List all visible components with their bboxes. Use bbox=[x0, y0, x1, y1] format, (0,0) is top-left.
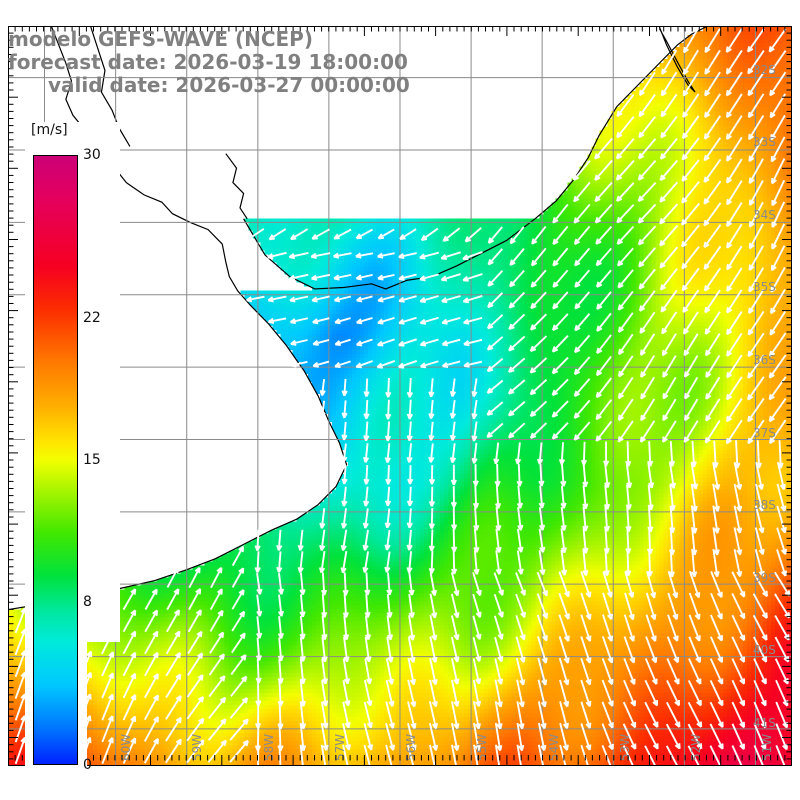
lon-label: 55W bbox=[475, 733, 490, 761]
colorbar-tick: 0 bbox=[83, 757, 92, 773]
lat-label: 39S bbox=[753, 570, 776, 585]
wind-speed-raster bbox=[9, 27, 791, 765]
lon-label: 56W bbox=[404, 733, 418, 761]
title-model-line: modelo GEFS-WAVE (NCEP) bbox=[8, 27, 313, 51]
map-plot-frame: 61W60W59W58W57W56W55W54W53W52W51W32S33S3… bbox=[8, 26, 792, 766]
page-title: modelo GEFS-WAVE (NCEP) forecast date: 2… bbox=[0, 28, 520, 97]
lon-label: 54W bbox=[546, 733, 561, 761]
map-clip: 61W60W59W58W57W56W55W54W53W52W51W32S33S3… bbox=[9, 27, 791, 765]
lon-label: 53W bbox=[617, 733, 632, 761]
colorbar-gradient bbox=[33, 155, 78, 765]
title-forecast-date: forecast date: 2026-03-19 18:00:00 bbox=[8, 50, 408, 74]
lon-label: 52W bbox=[689, 733, 704, 761]
lat-label: 40S bbox=[753, 643, 776, 658]
lat-label: 35S bbox=[753, 280, 776, 295]
colorbar-tick: 8 bbox=[83, 594, 92, 611]
colorbar-tick: 22 bbox=[83, 309, 101, 326]
lon-label: 59W bbox=[190, 733, 205, 761]
lon-label: 51W bbox=[760, 733, 775, 761]
lat-label: 33S bbox=[753, 135, 776, 150]
title-valid-date: valid date: 2026-03-27 00:00:00 bbox=[48, 73, 410, 97]
lon-label: 57W bbox=[332, 733, 347, 761]
lat-label: 41S bbox=[753, 715, 776, 730]
colorbar-tick: 15 bbox=[83, 452, 101, 468]
lon-label: 58W bbox=[261, 733, 276, 761]
lat-label: 32S bbox=[753, 62, 776, 77]
lat-label: 37S bbox=[753, 425, 776, 440]
lat-label: 34S bbox=[753, 207, 776, 222]
colorbar-units-label: [m/s] bbox=[30, 122, 69, 138]
lat-label: 38S bbox=[753, 498, 776, 513]
lat-label: 36S bbox=[753, 353, 776, 367]
lon-label: 60W bbox=[118, 733, 133, 761]
colorbar-tick: 30 bbox=[83, 147, 101, 163]
